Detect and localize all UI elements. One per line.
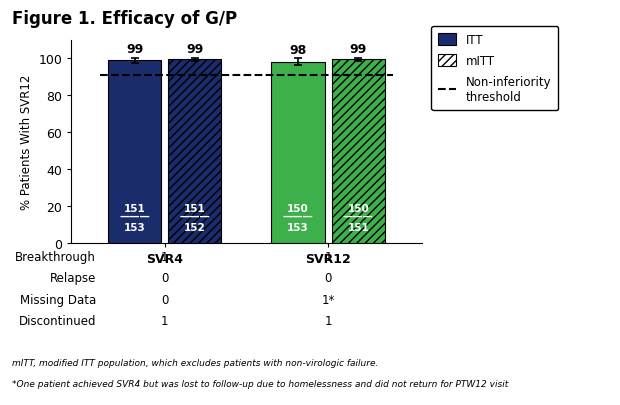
Text: 1: 1 (161, 314, 169, 327)
Text: ———: ——— (343, 211, 374, 221)
Text: 1*: 1* (322, 293, 335, 306)
Text: 1: 1 (161, 251, 169, 264)
Text: 1: 1 (324, 251, 332, 264)
Text: 0: 0 (324, 272, 332, 285)
Text: 153: 153 (124, 223, 146, 233)
Text: 150: 150 (347, 204, 369, 213)
Text: mITT, modified ITT population, which excludes patients with non-virologic failur: mITT, modified ITT population, which exc… (12, 358, 379, 367)
Text: Relapse: Relapse (50, 272, 96, 285)
Text: *One patient achieved SVR4 but was lost to follow-up due to homelessness and did: *One patient achieved SVR4 but was lost … (12, 379, 508, 388)
Text: 1: 1 (324, 314, 332, 327)
Bar (108, 61, 161, 243)
Text: Missing Data: Missing Data (20, 293, 96, 306)
Text: ———: ——— (283, 211, 314, 221)
Text: 151: 151 (124, 204, 146, 213)
Text: ———: ——— (119, 211, 150, 221)
Text: Figure 1. Efficacy of G/P: Figure 1. Efficacy of G/P (12, 10, 237, 28)
Text: 0: 0 (161, 272, 169, 285)
Text: 98: 98 (290, 43, 307, 56)
Text: 151: 151 (184, 204, 206, 213)
Bar (332, 60, 385, 243)
Legend: ITT, mITT, Non-inferiority
threshold: ITT, mITT, Non-inferiority threshold (432, 27, 558, 111)
Text: ———: ——— (179, 211, 210, 221)
Text: 150: 150 (287, 204, 309, 213)
Text: 152: 152 (184, 223, 206, 233)
Text: 0: 0 (161, 293, 169, 306)
Text: 151: 151 (347, 223, 369, 233)
Bar (168, 60, 221, 243)
Text: Discontinued: Discontinued (19, 314, 96, 327)
Text: 99: 99 (126, 43, 143, 56)
Y-axis label: % Patients With SVR12: % Patients With SVR12 (20, 74, 33, 209)
Text: 153: 153 (287, 223, 309, 233)
Text: 99: 99 (186, 43, 203, 56)
Bar (272, 62, 325, 243)
Text: 99: 99 (350, 43, 367, 56)
Text: Breakthrough: Breakthrough (16, 251, 96, 264)
